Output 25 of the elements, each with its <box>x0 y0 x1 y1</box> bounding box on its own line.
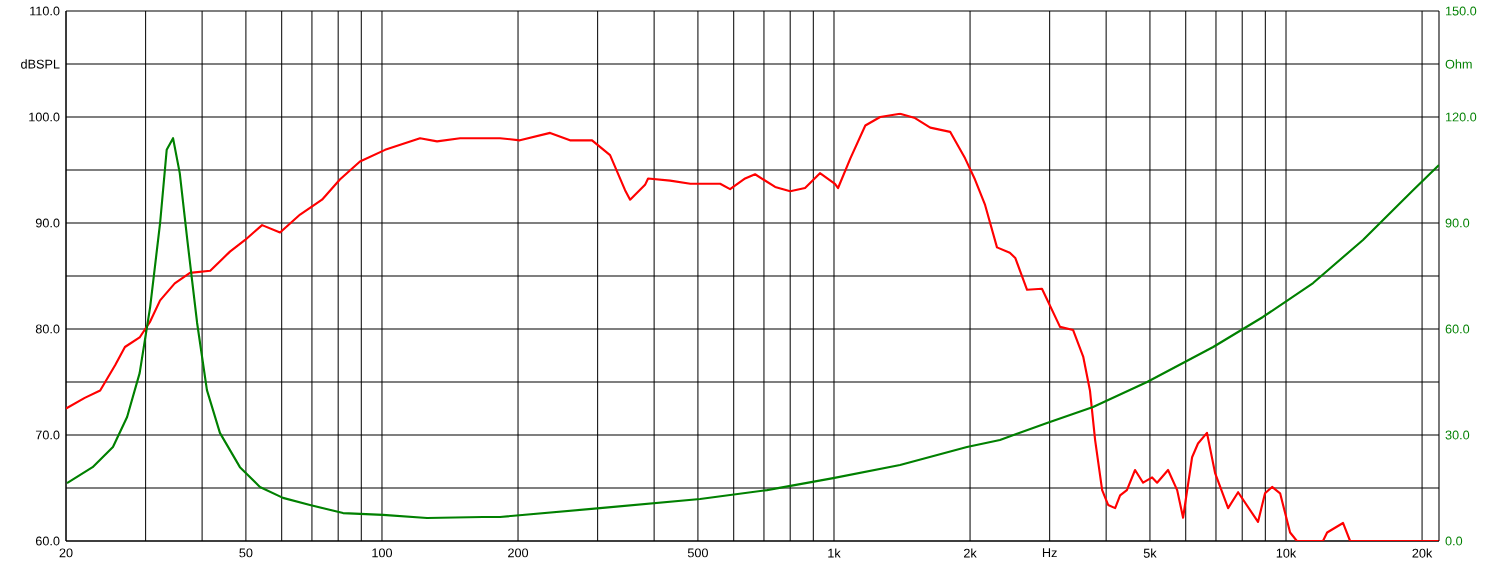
y2-tick-label: 0.0 <box>1445 536 1463 546</box>
y-tick-label: 80.0 <box>35 324 60 334</box>
y2-tick-label: 60.0 <box>1445 324 1470 334</box>
x-tick-label: 2k <box>963 548 977 558</box>
y-tick-label: 100.0 <box>29 112 60 122</box>
x-tick-label: 20k <box>1412 548 1433 558</box>
y-tick-label: 90.0 <box>35 218 60 228</box>
x-tick-label: 1k <box>828 548 841 558</box>
x-tick-label: 10k <box>1276 548 1297 558</box>
x-tick-label: 100 <box>372 548 393 558</box>
x-tick-label: 200 <box>508 548 529 558</box>
y-tick-label: 60.0 <box>35 536 60 546</box>
y2-tick-label: Ohm <box>1445 59 1472 69</box>
y-tick-label: 70.0 <box>35 430 60 440</box>
y2-tick-label: 30.0 <box>1445 430 1470 440</box>
y2-tick-label: 120.0 <box>1446 112 1477 122</box>
y-tick-label: dBSPL <box>21 59 60 69</box>
y2-tick-label: 150.0 <box>1446 6 1477 16</box>
y2-tick-label: 90.0 <box>1445 218 1470 228</box>
x-tick-label: 5k <box>1143 548 1157 558</box>
x-tick-label: 500 <box>687 548 708 558</box>
x-tick-label: 20 <box>59 548 73 558</box>
y-tick-label: 110.0 <box>30 6 60 16</box>
x-tick-label: 50 <box>239 548 253 558</box>
x-tick-label: Hz <box>1042 548 1057 558</box>
